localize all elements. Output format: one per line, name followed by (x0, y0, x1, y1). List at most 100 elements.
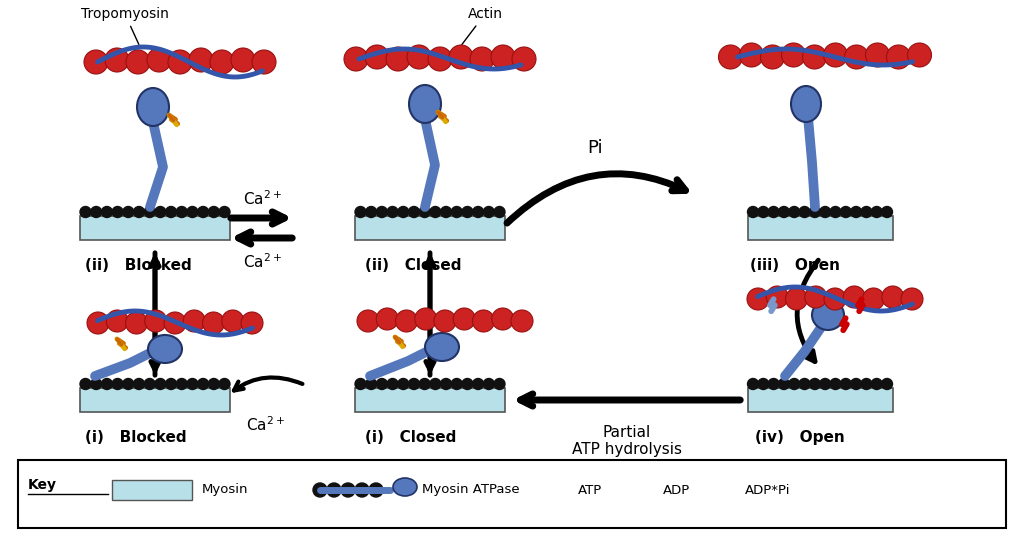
Circle shape (91, 207, 101, 217)
Ellipse shape (137, 88, 169, 126)
Circle shape (739, 43, 764, 67)
Circle shape (788, 207, 800, 217)
Ellipse shape (812, 300, 844, 330)
Text: (ii)   Closed: (ii) Closed (365, 258, 462, 273)
Circle shape (862, 288, 885, 310)
Circle shape (387, 379, 398, 390)
Circle shape (397, 207, 409, 217)
Circle shape (882, 379, 893, 390)
Circle shape (490, 45, 515, 69)
Circle shape (430, 379, 441, 390)
Circle shape (823, 43, 848, 67)
Circle shape (176, 379, 187, 390)
Circle shape (407, 45, 431, 69)
Circle shape (871, 379, 883, 390)
Circle shape (84, 50, 108, 74)
Circle shape (452, 379, 462, 390)
Circle shape (155, 379, 166, 390)
Circle shape (241, 312, 263, 334)
Circle shape (252, 50, 276, 74)
Circle shape (758, 379, 769, 390)
Circle shape (377, 207, 387, 217)
Circle shape (494, 379, 505, 390)
Circle shape (512, 47, 536, 71)
FancyBboxPatch shape (355, 216, 505, 240)
Circle shape (386, 47, 410, 71)
Circle shape (387, 207, 398, 217)
Ellipse shape (425, 333, 459, 361)
Circle shape (327, 483, 341, 497)
Circle shape (841, 207, 851, 217)
Circle shape (452, 207, 462, 217)
Circle shape (766, 286, 788, 308)
Circle shape (819, 379, 830, 390)
Circle shape (187, 207, 198, 217)
Text: Ca$^{2+}$: Ca$^{2+}$ (243, 252, 282, 271)
Circle shape (851, 379, 861, 390)
Circle shape (112, 379, 123, 390)
Circle shape (419, 379, 430, 390)
Text: Tropomyosin: Tropomyosin (81, 7, 169, 45)
Circle shape (428, 47, 452, 71)
Circle shape (845, 45, 868, 69)
Circle shape (377, 379, 387, 390)
Text: (iii)   Open: (iii) Open (750, 258, 840, 273)
Circle shape (409, 379, 420, 390)
Circle shape (809, 379, 820, 390)
Circle shape (462, 379, 473, 390)
Circle shape (355, 379, 366, 390)
Ellipse shape (393, 478, 417, 496)
Circle shape (366, 207, 377, 217)
Circle shape (824, 288, 846, 310)
Circle shape (748, 207, 759, 217)
Circle shape (830, 379, 841, 390)
Circle shape (761, 45, 784, 69)
FancyBboxPatch shape (748, 216, 893, 240)
Circle shape (809, 207, 820, 217)
Circle shape (101, 379, 113, 390)
FancyBboxPatch shape (18, 460, 1006, 528)
Text: Partial
ATP hydrolysis: Partial ATP hydrolysis (572, 425, 682, 457)
Circle shape (144, 207, 156, 217)
Text: (i)   Blocked: (i) Blocked (85, 430, 186, 445)
Text: Actin: Actin (462, 7, 503, 45)
Circle shape (830, 207, 841, 217)
Circle shape (778, 379, 790, 390)
Circle shape (123, 207, 134, 217)
Circle shape (208, 207, 219, 217)
Circle shape (861, 207, 871, 217)
Circle shape (871, 207, 883, 217)
Ellipse shape (409, 85, 441, 123)
Circle shape (147, 48, 171, 72)
Circle shape (778, 207, 790, 217)
Circle shape (841, 379, 851, 390)
Circle shape (219, 207, 230, 217)
Circle shape (105, 48, 129, 72)
Circle shape (183, 310, 205, 332)
Circle shape (101, 207, 113, 217)
Circle shape (395, 310, 418, 332)
Circle shape (80, 379, 91, 390)
Circle shape (106, 310, 128, 332)
Circle shape (203, 312, 224, 334)
Circle shape (187, 379, 198, 390)
Circle shape (166, 379, 176, 390)
Circle shape (231, 48, 255, 72)
FancyBboxPatch shape (748, 388, 893, 412)
FancyBboxPatch shape (355, 388, 505, 412)
Circle shape (748, 379, 759, 390)
Text: ADP: ADP (663, 484, 690, 497)
Circle shape (803, 45, 826, 69)
FancyBboxPatch shape (80, 388, 230, 412)
FancyBboxPatch shape (112, 480, 193, 500)
Circle shape (758, 207, 769, 217)
Circle shape (434, 310, 456, 332)
Circle shape (768, 379, 779, 390)
Text: Myosin ATPase: Myosin ATPase (422, 484, 519, 497)
Text: (ii)   Blocked: (ii) Blocked (85, 258, 191, 273)
Circle shape (865, 43, 890, 67)
Circle shape (355, 207, 366, 217)
Circle shape (341, 483, 355, 497)
Text: Ca$^{2+}$: Ca$^{2+}$ (243, 189, 282, 208)
Text: Key: Key (28, 478, 57, 492)
